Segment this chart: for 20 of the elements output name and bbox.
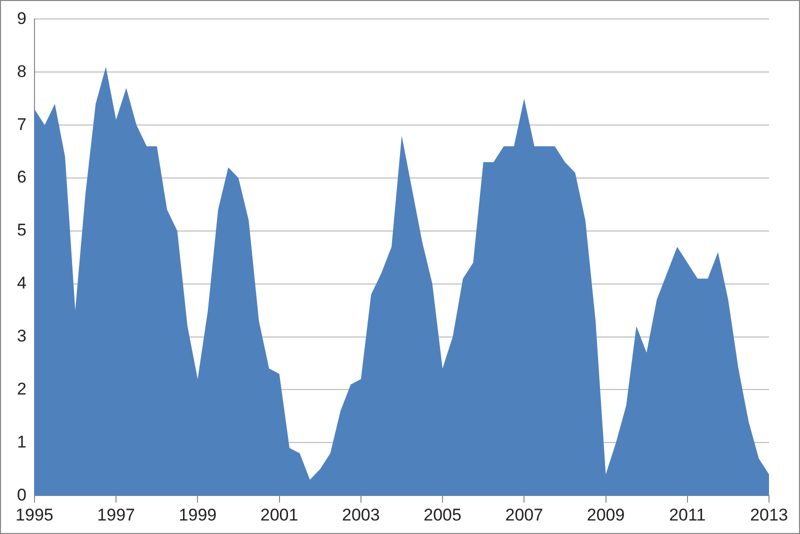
x-tick-label: 2011 — [669, 505, 706, 524]
x-tick-label: 2013 — [750, 505, 788, 524]
y-tick-label: 1 — [16, 432, 26, 452]
y-tick-label: 4 — [16, 274, 26, 293]
x-tick-label: 1995 — [16, 505, 54, 524]
y-tick-label: 9 — [16, 8, 26, 28]
x-tick-label: 2003 — [342, 505, 380, 524]
x-tick-label: 1999 — [178, 505, 217, 524]
x-tick-label: 2007 — [505, 505, 544, 524]
y-tick-label: 6 — [16, 168, 26, 187]
y-tick-label: 2 — [16, 379, 26, 398]
x-tick-label: 2001 — [260, 505, 298, 524]
y-tick-label: 7 — [16, 114, 26, 134]
x-tick-label: 2005 — [424, 505, 462, 524]
x-tick-label: 1997 — [97, 505, 135, 524]
y-tick-label: 8 — [16, 62, 26, 81]
y-tick-label: 3 — [16, 326, 26, 346]
y-tick-label: 0 — [16, 485, 26, 504]
x-tick-label: 2009 — [586, 505, 625, 524]
y-tick-label: 5 — [16, 220, 26, 240]
